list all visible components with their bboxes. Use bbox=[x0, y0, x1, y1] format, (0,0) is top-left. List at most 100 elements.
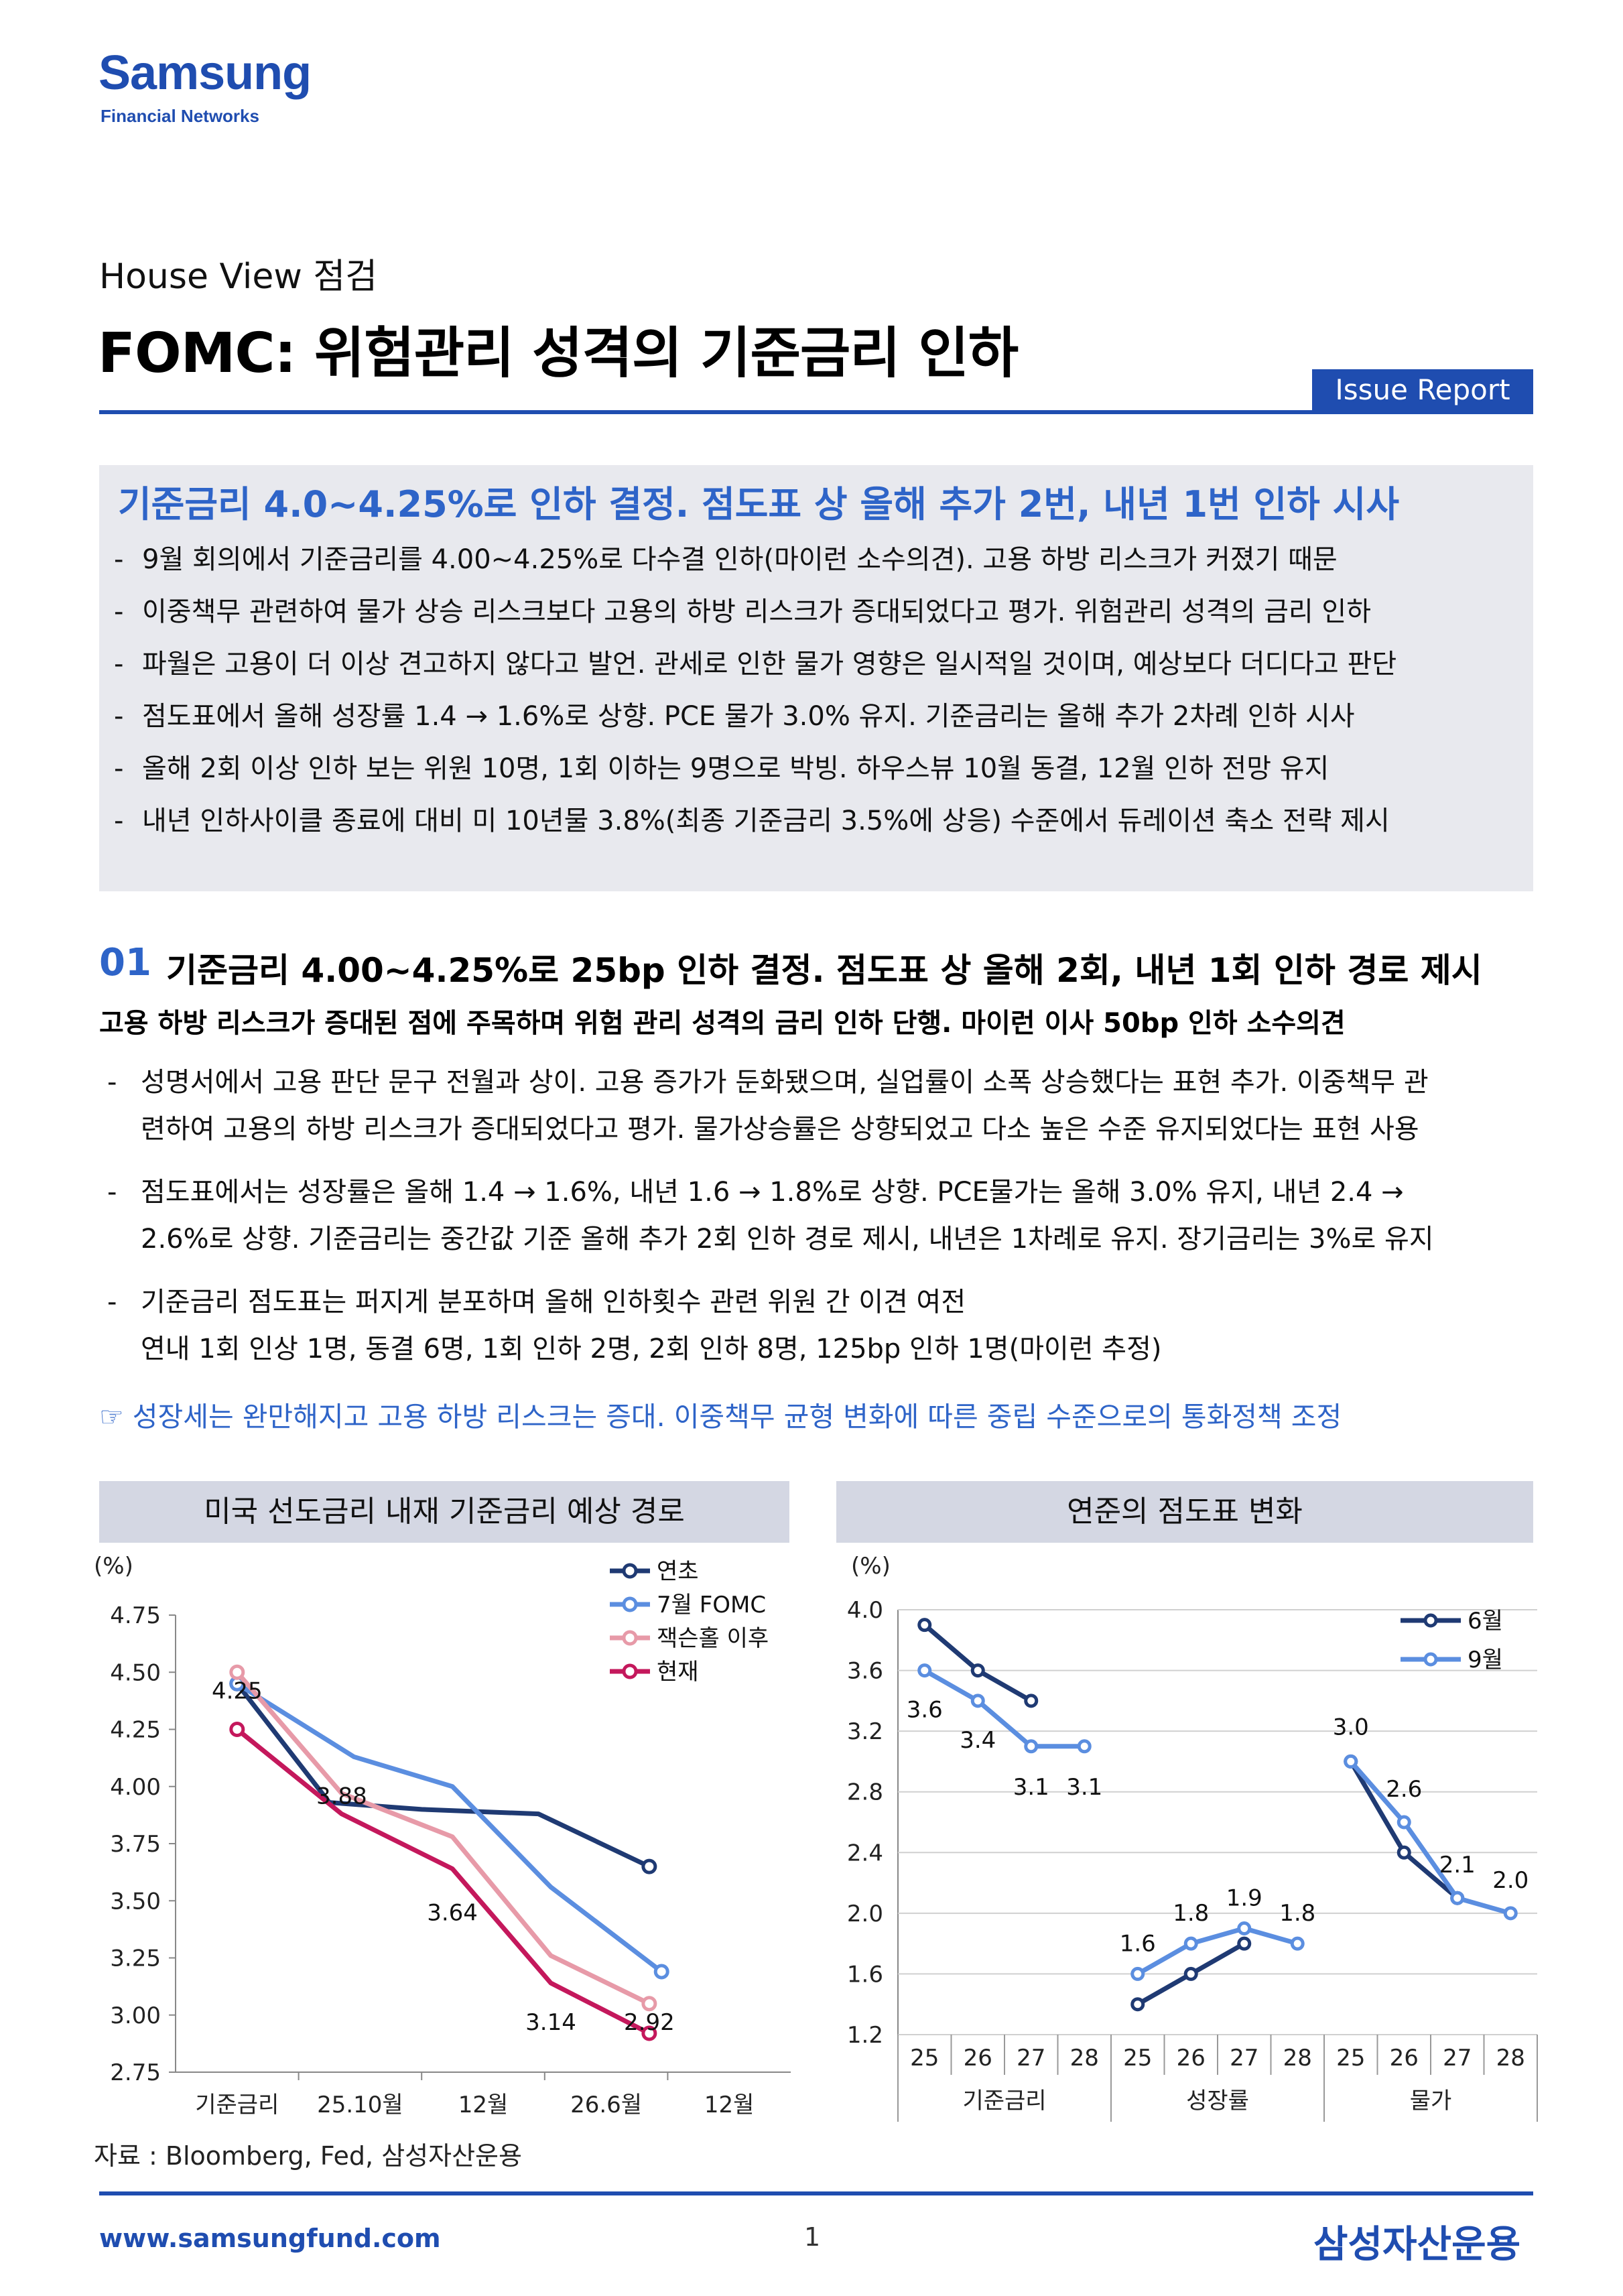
chart1-data-label: 3.88 bbox=[316, 1783, 367, 1809]
summary-item: - 파월은 고용이 더 이상 견고하지 않다고 발언. 관세로 인한 물가 영향은… bbox=[114, 649, 1397, 680]
chart1-x-tick-label: 25.10월 bbox=[317, 2092, 403, 2118]
chart1-series-line bbox=[235, 1681, 663, 1974]
chart2-x-tick-label: 25 bbox=[1336, 2045, 1365, 2071]
report-series: House View 점검 bbox=[99, 257, 378, 297]
chart2-data-label: 3.0 bbox=[1333, 1714, 1369, 1740]
chart1-forward-rate-path: (%) 4.75 4.50 4.25 4.00 3.75 3.50 3.25 3.00 2.75 기… bbox=[94, 1553, 791, 2118]
chart2-series-point bbox=[970, 1694, 985, 1708]
chart1-legend-marker bbox=[622, 1630, 638, 1646]
summary-item: - 점도표에서 올해 성장률 1.4 → 1.6%로 상향. PCE 물가 3.0… bbox=[114, 701, 1355, 732]
chart1-series-point bbox=[641, 1858, 657, 1874]
samsung-logo-subtitle: Financial Networks bbox=[101, 106, 259, 126]
chart2-series-point bbox=[1024, 1694, 1039, 1708]
page-title: FOMC: 위험관리 성격의 기준금리 인하 bbox=[98, 322, 1019, 385]
chart1-data-label: 3.14 bbox=[525, 2009, 576, 2036]
chart2-x-tick-label: 26 bbox=[1177, 2045, 1206, 2071]
chart2-series-point bbox=[1237, 1921, 1252, 1935]
chart1-y-tick-label: 3.25 bbox=[110, 1946, 161, 1972]
chart1-legend-label: 현재 bbox=[657, 1659, 699, 1685]
chart2-data-label: 1.6 bbox=[1120, 1930, 1156, 1957]
header-divider bbox=[99, 410, 1533, 414]
chart2-x-tick-label: 26 bbox=[964, 2045, 992, 2071]
chart1-x-tick-label: 기준금리 bbox=[195, 2092, 279, 2118]
chart1-data-label: 3.64 bbox=[427, 1899, 478, 1926]
source-note: 자료 : Bloomberg, Fed, 삼성자산운용 bbox=[94, 2141, 522, 2171]
chart1-series-line bbox=[235, 1727, 651, 2036]
summary-item: -9월 회의에서 기준금리를 4.00~4.25%로 다수결 인하(마이런 소수… bbox=[114, 544, 1338, 575]
section-bullets: - 성명서에서 고용 판단 문구 전월과 상이. 고용 증가가 둔화됐으며, 실… bbox=[107, 1059, 1535, 1389]
chart1-series-point bbox=[229, 1664, 245, 1680]
chart2-series-point bbox=[917, 1663, 932, 1678]
chart2-series-point bbox=[1130, 1966, 1145, 1981]
chart2-x-tick-label: 25 bbox=[1123, 2045, 1152, 2071]
section-bullet: - 기준금리 점도표는 퍼지게 분포하며 올해 인하횟수 관련 위원 간 이견 … bbox=[107, 1287, 1162, 1364]
chart2-y-tick-label: 2.4 bbox=[847, 1840, 883, 1866]
chart2-y-tick-label: 2.0 bbox=[847, 1901, 883, 1927]
chart2-y-tick-label: 1.6 bbox=[847, 1961, 883, 1988]
chart2-series-point bbox=[1237, 1936, 1252, 1951]
chart2-series-point bbox=[970, 1663, 985, 1678]
summary-list: -9월 회의에서 기준금리를 4.00~4.25%로 다수결 인하(마이런 소수… bbox=[114, 533, 1521, 847]
chart2-y-tick-label: 3.2 bbox=[847, 1718, 883, 1745]
chart2-data-label: 2.1 bbox=[1439, 1852, 1476, 1878]
chart2-series-point bbox=[1450, 1891, 1465, 1905]
samsung-logo: Samsung bbox=[99, 46, 312, 100]
chart1-series-line bbox=[235, 1670, 651, 2006]
chart2-x-tick-label: 27 bbox=[1443, 2045, 1472, 2071]
section-number: 01 bbox=[99, 941, 151, 984]
chart2-y-unit: (%) bbox=[851, 1553, 891, 1580]
chart2-series-line bbox=[923, 1668, 1085, 1749]
section-bullet: - 성명서에서 고용 판단 문구 전월과 상이. 고용 증가가 둔화됐으며, 실… bbox=[107, 1067, 1429, 1145]
chart2-legend-label: 9월 bbox=[1468, 1647, 1503, 1673]
chart2-series-line bbox=[1349, 1760, 1512, 1916]
chart1-y-tick-label: 3.00 bbox=[110, 2002, 161, 2029]
chart2-legend-marker bbox=[1423, 1652, 1438, 1667]
chart2-x-tick-label: 28 bbox=[1496, 2045, 1525, 2071]
chart2-data-label: 2.0 bbox=[1492, 1867, 1529, 1894]
issue-report-badge: Issue Report bbox=[1312, 369, 1533, 411]
chart1-series-point bbox=[653, 1964, 669, 1980]
chart1-legend-marker bbox=[622, 1563, 638, 1579]
summary-headline: 기준금리 4.0~4.25%로 인하 결정. 점도표 상 올해 추가 2번, 내… bbox=[118, 483, 1400, 525]
chart1-y-tick-label: 4.00 bbox=[110, 1774, 161, 1801]
chart1-x-tick-label: 12월 bbox=[704, 2092, 755, 2118]
chart2-series-point bbox=[1183, 1966, 1198, 1981]
chart1-data-label: 2.92 bbox=[624, 2009, 675, 2036]
section-title: 기준금리 4.00~4.25%로 25bp 인하 결정. 점도표 상 올해 2회… bbox=[166, 951, 1482, 990]
chart2-series-line bbox=[923, 1622, 1033, 1703]
chart2-x-tick-label: 25 bbox=[910, 2045, 939, 2071]
chart2-data-label: 1.8 bbox=[1279, 1900, 1315, 1927]
chart1-series-point bbox=[641, 1996, 657, 2012]
chart1-legend-label: 잭슨홀 이후 bbox=[657, 1625, 769, 1652]
chart2-data-label: 3.1 bbox=[1066, 1774, 1102, 1801]
chart2-series-point bbox=[917, 1618, 932, 1633]
chart1-legend-marker bbox=[622, 1596, 638, 1612]
chart1-data-label: 4.25 bbox=[212, 1678, 263, 1705]
chart2-data-label: 1.8 bbox=[1173, 1900, 1209, 1927]
chart2-x-tick-label: 28 bbox=[1283, 2045, 1312, 2071]
chart2-series-point bbox=[1183, 1936, 1198, 1951]
chart1-series-point bbox=[641, 2025, 657, 2041]
chart2-series-point bbox=[1344, 1754, 1358, 1769]
chart1-series-point bbox=[229, 1722, 245, 1737]
chart1-x-tick-label: 12월 bbox=[458, 2092, 509, 2118]
website-link[interactable]: www.samsungfund.com bbox=[99, 2224, 441, 2253]
chart1-y-tick-label: 3.75 bbox=[110, 1831, 161, 1858]
chart2-y-tick-label: 3.6 bbox=[847, 1658, 883, 1685]
chart2-group-label: 기준금리 bbox=[962, 2088, 1046, 2114]
chart1-y-tick-label: 4.25 bbox=[110, 1717, 161, 1744]
chart1-legend-marker bbox=[622, 1663, 638, 1679]
chart2-title: 연준의 점도표 변화 bbox=[836, 1481, 1533, 1543]
chart1-legend-label: 연초 bbox=[657, 1558, 699, 1585]
chart2-series-point bbox=[1290, 1936, 1305, 1951]
chart2-data-label: 3.4 bbox=[960, 1727, 996, 1754]
chart2-x-tick-label: 27 bbox=[1230, 2045, 1258, 2071]
section-conclusion: ☞ 성장세는 완만해지고 고용 하방 리스크는 증대. 이중책무 균형 변화에 … bbox=[99, 1401, 1342, 1433]
chart2-legend-marker bbox=[1423, 1613, 1438, 1628]
chart1-series-line bbox=[235, 1682, 651, 1869]
footer-divider bbox=[99, 2191, 1533, 2195]
chart2-group-label: 물가 bbox=[1410, 2088, 1452, 2114]
chart1-y-tick-label: 2.75 bbox=[110, 2059, 161, 2086]
summary-item: - 올해 2회 이상 인하 보는 위원 10명, 1회 이하는 9명으로 박빙. … bbox=[114, 753, 1329, 784]
chart2-x-tick-label: 27 bbox=[1017, 2045, 1045, 2071]
